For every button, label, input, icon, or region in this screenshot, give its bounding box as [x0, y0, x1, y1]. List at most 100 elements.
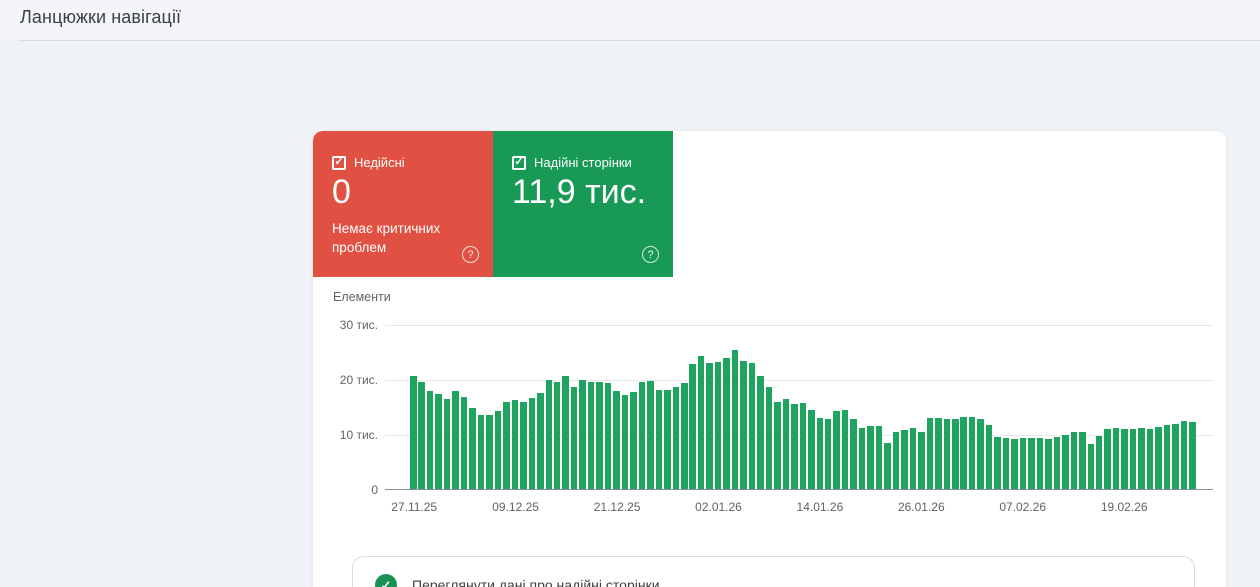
bar[interactable]	[952, 418, 959, 489]
bar[interactable]	[892, 432, 900, 489]
bar[interactable]	[714, 362, 722, 489]
details-row[interactable]: ✓ Переглянути дані про надійні сторінки	[375, 574, 660, 587]
valid-checkbox[interactable]: ✓	[512, 155, 526, 170]
bar[interactable]	[1028, 437, 1035, 489]
bar[interactable]	[1155, 427, 1162, 489]
bar[interactable]	[935, 417, 942, 489]
bar[interactable]	[452, 390, 459, 489]
bar[interactable]	[867, 426, 874, 489]
bar[interactable]	[858, 427, 866, 489]
bar[interactable]	[1163, 425, 1171, 489]
bar[interactable]	[681, 382, 688, 489]
bar[interactable]	[765, 386, 773, 489]
bar[interactable]	[621, 395, 629, 489]
invalid-checkbox[interactable]: ✓	[332, 155, 346, 170]
bar[interactable]	[841, 410, 849, 489]
bar[interactable]	[833, 411, 840, 489]
bar[interactable]	[537, 392, 544, 489]
bar[interactable]	[799, 402, 807, 489]
help-icon[interactable]: ?	[642, 246, 659, 263]
bar[interactable]	[418, 381, 425, 489]
bar[interactable]	[943, 418, 951, 489]
bar[interactable]	[1019, 437, 1027, 489]
bar[interactable]	[664, 390, 671, 489]
bar[interactable]	[1138, 428, 1145, 489]
bar[interactable]	[1189, 422, 1196, 489]
bar[interactable]	[1087, 444, 1094, 489]
bar[interactable]	[647, 381, 654, 489]
bar[interactable]	[1045, 438, 1052, 489]
bar[interactable]	[909, 428, 917, 489]
bar[interactable]	[689, 363, 696, 489]
bar[interactable]	[1053, 436, 1061, 489]
help-icon[interactable]: ?	[462, 246, 479, 263]
bar[interactable]	[1002, 437, 1010, 489]
bar[interactable]	[774, 402, 781, 489]
bar[interactable]	[824, 419, 832, 489]
bar[interactable]	[918, 432, 925, 489]
bar[interactable]	[791, 404, 798, 489]
bar[interactable]	[1036, 437, 1044, 489]
bar[interactable]	[1121, 428, 1128, 489]
bar[interactable]	[748, 362, 756, 489]
bar[interactable]	[901, 430, 908, 489]
bar[interactable]	[808, 409, 815, 489]
bar[interactable]	[520, 401, 527, 489]
bar[interactable]	[1062, 435, 1069, 489]
bar[interactable]	[545, 380, 552, 489]
bar[interactable]	[1070, 432, 1078, 489]
bar[interactable]	[706, 363, 713, 489]
bar[interactable]	[875, 426, 883, 489]
bar[interactable]	[469, 407, 476, 489]
bar[interactable]	[985, 424, 993, 489]
bar[interactable]	[604, 382, 612, 489]
bar[interactable]	[596, 382, 603, 489]
bar[interactable]	[850, 419, 857, 489]
bar[interactable]	[926, 417, 934, 489]
bar[interactable]	[528, 397, 536, 489]
bar[interactable]	[570, 386, 578, 489]
bar[interactable]	[655, 390, 663, 489]
bar[interactable]	[1180, 421, 1188, 489]
bar[interactable]	[511, 400, 519, 489]
bar[interactable]	[731, 349, 739, 489]
bar[interactable]	[503, 402, 510, 489]
bar[interactable]	[968, 416, 976, 489]
bar[interactable]	[477, 415, 485, 489]
invalid-card[interactable]: ✓ Недійсні 0 Немає критичних проблем ?	[313, 131, 493, 277]
bar[interactable]	[494, 411, 502, 489]
bar[interactable]	[994, 436, 1001, 489]
valid-card[interactable]: ✓ Надійні сторінки 11,9 тис. ?	[493, 131, 673, 277]
bar[interactable]	[1112, 428, 1120, 489]
bar[interactable]	[435, 394, 442, 489]
bar[interactable]	[1129, 428, 1137, 489]
bar[interactable]	[723, 358, 730, 489]
bar[interactable]	[1079, 431, 1086, 489]
bar[interactable]	[638, 382, 646, 489]
bar[interactable]	[977, 418, 984, 489]
bar[interactable]	[697, 355, 705, 489]
bar[interactable]	[1104, 429, 1111, 489]
bar[interactable]	[1172, 423, 1179, 489]
bar[interactable]	[630, 391, 637, 489]
bar[interactable]	[757, 376, 764, 489]
bar[interactable]	[1095, 436, 1103, 489]
bar[interactable]	[426, 390, 434, 489]
bar[interactable]	[782, 399, 790, 489]
bar[interactable]	[587, 382, 595, 489]
bar[interactable]	[672, 386, 680, 489]
bar[interactable]	[884, 442, 891, 489]
bar[interactable]	[960, 416, 967, 489]
bar[interactable]	[1146, 429, 1154, 489]
bar[interactable]	[579, 380, 586, 489]
bar[interactable]	[553, 381, 561, 489]
bar[interactable]	[740, 360, 747, 489]
bar[interactable]	[410, 376, 417, 489]
bar[interactable]	[613, 391, 620, 489]
bar[interactable]	[816, 417, 823, 489]
bar[interactable]	[562, 375, 569, 489]
bar[interactable]	[443, 398, 451, 489]
bar[interactable]	[486, 414, 493, 489]
bar[interactable]	[460, 396, 468, 489]
bar[interactable]	[1011, 438, 1018, 489]
